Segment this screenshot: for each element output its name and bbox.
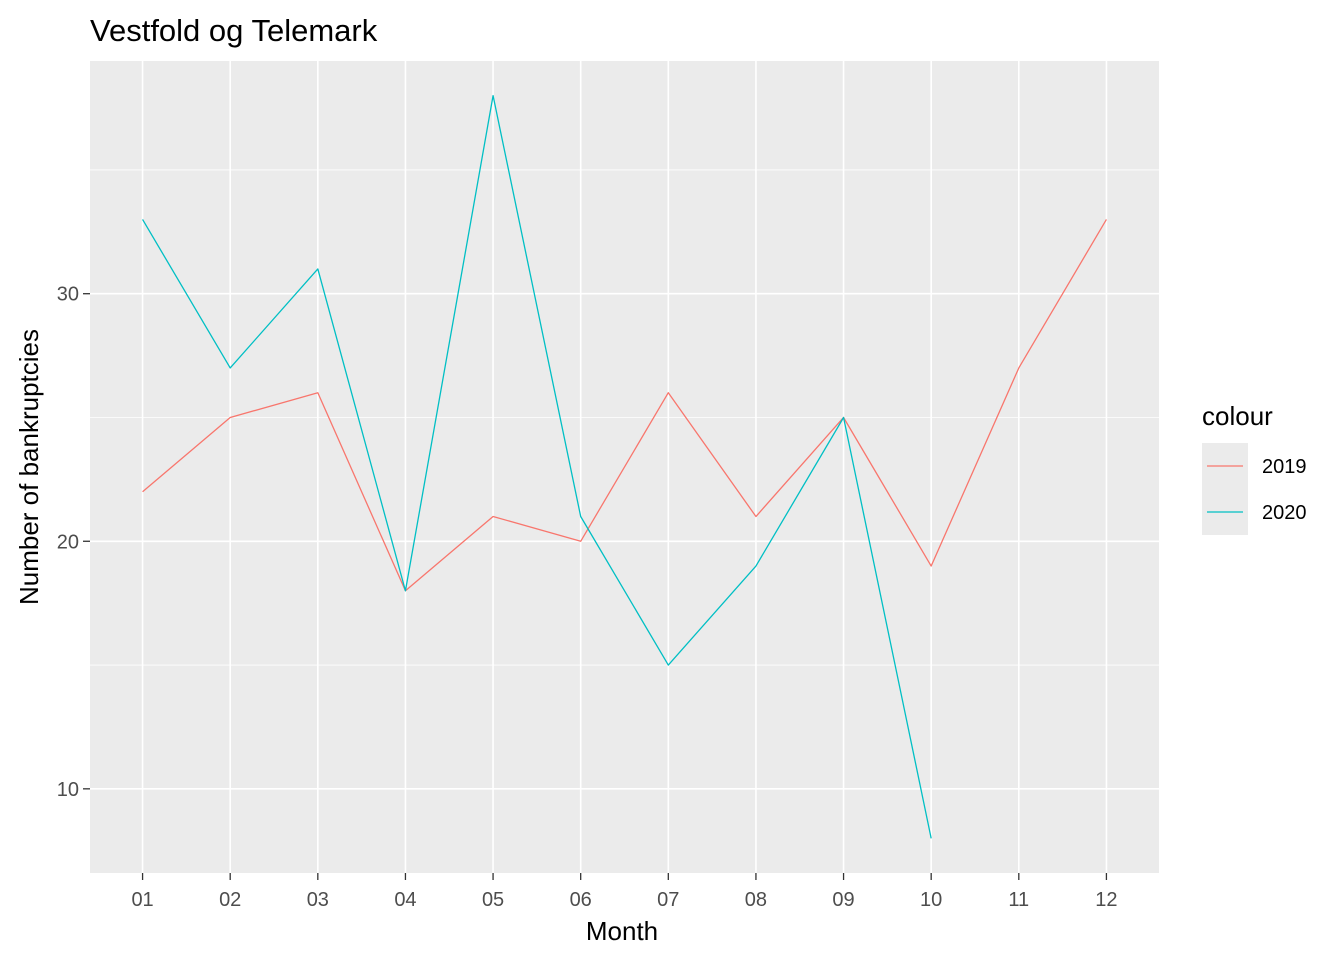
x-tick-label: 11 (1008, 889, 1029, 911)
x-tick-label: 09 (832, 889, 854, 911)
legend-label-2019: 2019 (1262, 456, 1307, 478)
y-axis-title: Number of bankruptcies (14, 329, 44, 605)
legend-title: colour (1202, 401, 1273, 431)
x-tick-label: 02 (219, 889, 241, 911)
y-tick-label: 10 (57, 779, 79, 801)
legend-label-2020: 2020 (1262, 502, 1307, 524)
y-tick-label: 30 (57, 284, 79, 306)
x-tick-label: 08 (745, 889, 767, 911)
chart-title: Vestfold og Telemark (90, 13, 378, 48)
minor-gridlines (90, 169, 1159, 666)
y-tick-label: 20 (57, 531, 79, 553)
y-axis-ticks: 10 20 30 (57, 284, 90, 801)
x-tick-label: 07 (657, 889, 679, 911)
x-tick-label: 10 (920, 889, 942, 911)
x-tick-label: 05 (482, 889, 504, 911)
x-tick-label: 03 (307, 889, 329, 911)
series-line-2020 (142, 95, 932, 839)
x-axis-ticks: 01 02 03 04 05 06 07 08 09 10 11 12 (131, 873, 1118, 911)
series-line-2019 (142, 219, 1107, 592)
x-axis-title: Month (586, 916, 658, 946)
x-tick-label: 04 (394, 889, 416, 911)
series-lines (142, 95, 1107, 839)
legend: colour 2019 2020 (1202, 401, 1307, 535)
x-tick-label: 01 (131, 889, 153, 911)
legend-keys: 2019 2020 (1202, 443, 1307, 535)
x-tick-label: 12 (1095, 889, 1117, 911)
major-gridlines (90, 61, 1159, 873)
x-tick-label: 06 (570, 889, 592, 911)
